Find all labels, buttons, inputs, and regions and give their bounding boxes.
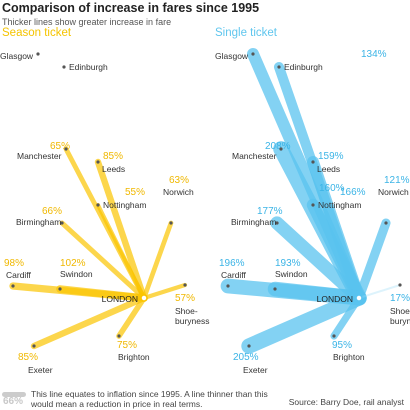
season-panel-title: Season ticket <box>2 27 72 39</box>
season-city-dot-leeds <box>96 160 100 164</box>
single-city-cardiff: Cardiff <box>221 270 247 280</box>
single-city-nottingham: Nottingham <box>318 200 361 210</box>
season-city-dot-brighton <box>117 334 121 338</box>
season-city-dot-edinburgh <box>62 65 66 69</box>
season-city-manchester: Manchester <box>17 151 62 161</box>
season-route-nottingham <box>95 202 147 301</box>
season-city-dot-nottingham <box>96 203 100 207</box>
single-route-birmingham <box>270 216 366 305</box>
single-pct-manchester: 208% <box>265 141 291 152</box>
season-route-birmingham <box>59 220 147 301</box>
season-pct-norwich: 63% <box>169 175 189 186</box>
single-city-dot-swindon <box>273 287 277 291</box>
season-city-birmingham: Birmingham <box>16 217 61 227</box>
single-city-dot-manchester <box>279 147 283 151</box>
season-city-brighton: Brighton <box>118 352 150 362</box>
season-pct-nottingham: 55% <box>125 187 145 198</box>
single-pct-glasgow: 160% <box>319 183 345 194</box>
single-city-dot-glasgow <box>251 52 255 56</box>
season-city-cardiff: Cardiff <box>6 270 32 280</box>
season-hub-dot <box>140 294 148 302</box>
season-pct-cardiff: 98% <box>4 258 24 269</box>
season-city-dot-manchester <box>64 147 68 151</box>
single-pct-cardiff: 196% <box>219 258 245 269</box>
single-city-dot-shoe-buryness <box>398 283 402 287</box>
single-pct-edinburgh: 134% <box>361 49 387 60</box>
season-city-exeter: Exeter <box>28 365 53 375</box>
single-city-dot-norwich <box>384 221 388 225</box>
season-route-swindon <box>56 285 148 302</box>
single-city-dot-edinburgh <box>277 65 281 69</box>
inflation-legend-text: This line equates to inflation since 199… <box>31 389 268 409</box>
source-note: Source: Barry Doe, rail analyst <box>288 397 404 407</box>
season-pct-brighton: 75% <box>117 340 137 351</box>
season-pct-shoe-buryness: 57% <box>175 293 195 304</box>
season-pct-manchester: 65% <box>50 141 70 152</box>
season-pct-leeds: 85% <box>103 151 123 162</box>
single-pct-shoe-buryness: 17% <box>390 293 410 304</box>
season-city-dot-cardiff <box>11 284 15 288</box>
single-city-swindon: Swindon <box>275 269 308 279</box>
season-route-exeter <box>30 294 148 350</box>
inflation-legend-value: 66% <box>3 396 24 407</box>
season-route-brighton <box>116 295 147 339</box>
single-city-birmingham: Birmingham <box>231 217 276 227</box>
season-city-norwich: Norwich <box>163 187 194 197</box>
single-route-brighton <box>330 294 363 340</box>
single-city-shoe-buryness: Shoe-buryness <box>390 306 410 326</box>
single-city-dot-cardiff <box>226 284 230 288</box>
season-city-glasgow: Glasgow <box>0 51 34 61</box>
single-city-dot-birmingham <box>275 221 279 225</box>
season-ticket-panel: Glasgow Edinburgh 65%Manchester 85% Leeds 55%… <box>0 51 210 375</box>
page-title: Comparison of increase in fares since 19… <box>2 1 260 15</box>
single-city-manchester: Manchester <box>232 151 277 161</box>
single-pct-swindon: 193% <box>275 258 301 269</box>
single-ticket-panel: 160% Glasgow 134% Edinburgh 208%Manchester 15… <box>215 48 410 375</box>
season-hub-label: LONDON <box>102 294 138 304</box>
single-route-norwich <box>354 218 391 303</box>
season-city-nottingham: Nottingham <box>103 200 146 210</box>
single-city-exeter: Exeter <box>243 365 268 375</box>
season-city-swindon: Swindon <box>60 269 93 279</box>
single-city-norwich: Norwich <box>378 187 409 197</box>
single-city-brighton: Brighton <box>333 352 365 362</box>
single-pct-nottingham: 166% <box>340 187 366 198</box>
season-city-dot-swindon <box>58 287 62 291</box>
single-city-dot-brighton <box>332 334 336 338</box>
page-subtitle: Thicker lines show greater increase in f… <box>2 17 172 27</box>
single-pct-brighton: 95% <box>332 340 352 351</box>
single-route-exeter <box>241 290 367 354</box>
season-pct-swindon: 102% <box>60 258 86 269</box>
single-pct-birmingham: 177% <box>257 206 283 217</box>
season-city-dot-birmingham <box>60 221 64 225</box>
single-hub-dot <box>355 294 363 302</box>
single-city-dot-nottingham <box>311 203 315 207</box>
single-city-dot-exeter <box>247 344 251 348</box>
single-city-edinburgh: Edinburgh <box>284 62 323 72</box>
season-city-dot-norwich <box>169 221 173 225</box>
single-pct-exeter: 205% <box>233 352 259 363</box>
season-pct-exeter: 85% <box>18 352 38 363</box>
inflation-line-swatch <box>2 392 26 397</box>
season-city-dot-glasgow <box>36 52 40 56</box>
single-panel-title: Single ticket <box>215 27 278 39</box>
single-pct-leeds: 159% <box>318 151 344 162</box>
season-city-edinburgh: Edinburgh <box>69 62 108 72</box>
single-city-leeds: Leeds <box>317 164 340 174</box>
single-hub-label: LONDON <box>317 294 353 304</box>
single-city-dot-leeds <box>311 160 315 164</box>
season-route-leeds <box>94 158 148 302</box>
season-city-shoe-buryness: Shoe-buryness <box>175 306 210 326</box>
season-city-dot-shoe-buryness <box>183 283 187 287</box>
season-city-dot-exeter <box>32 344 36 348</box>
season-pct-birmingham: 66% <box>42 206 62 217</box>
single-city-glasgow: Glasgow <box>215 51 249 61</box>
single-pct-norwich: 121% <box>384 175 410 186</box>
season-city-leeds: Leeds <box>102 164 125 174</box>
season-route-norwich <box>141 220 174 301</box>
season-route-shoe-buryness <box>141 282 188 301</box>
